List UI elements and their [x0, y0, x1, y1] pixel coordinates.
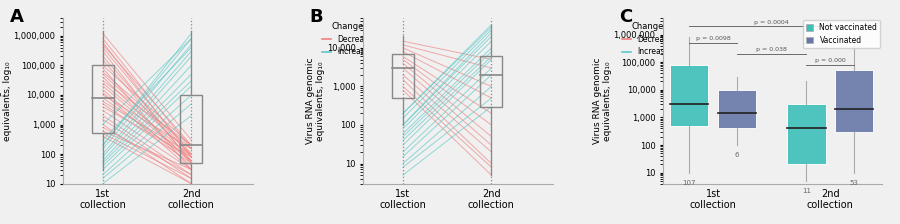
- Y-axis label: Virus RNA genomic
equivalents, log₁₀: Virus RNA genomic equivalents, log₁₀: [0, 58, 12, 144]
- Legend: Not vaccinated, Vaccinated: Not vaccinated, Vaccinated: [803, 20, 880, 48]
- Legend: Decrease, Increase: Decrease, Increase: [622, 22, 673, 56]
- Bar: [92, 65, 114, 134]
- Bar: [180, 95, 202, 163]
- Legend: Decrease, Increase: Decrease, Increase: [322, 22, 374, 56]
- Bar: [481, 56, 502, 107]
- Text: p = 0.0004: p = 0.0004: [754, 19, 789, 25]
- Bar: [788, 104, 825, 164]
- Text: B: B: [310, 8, 323, 26]
- Text: A: A: [10, 8, 23, 26]
- Text: p = 0.038: p = 0.038: [756, 47, 788, 52]
- Y-axis label: Virus RNA genomic
equivalents, log₁₀: Virus RNA genomic equivalents, log₁₀: [306, 58, 325, 144]
- Bar: [670, 65, 708, 126]
- Bar: [718, 90, 756, 128]
- Text: 107: 107: [682, 180, 696, 186]
- Bar: [835, 71, 873, 132]
- Text: 53: 53: [850, 180, 859, 186]
- Text: 11: 11: [802, 188, 811, 194]
- Text: p = 0.000: p = 0.000: [815, 58, 846, 63]
- Text: C: C: [619, 8, 633, 26]
- Bar: [392, 54, 414, 98]
- Text: p = 0.0098: p = 0.0098: [696, 36, 731, 41]
- Y-axis label: Virus RNA genomic
equivalents, log₁₀: Virus RNA genomic equivalents, log₁₀: [593, 58, 612, 144]
- Text: 6: 6: [734, 152, 739, 158]
